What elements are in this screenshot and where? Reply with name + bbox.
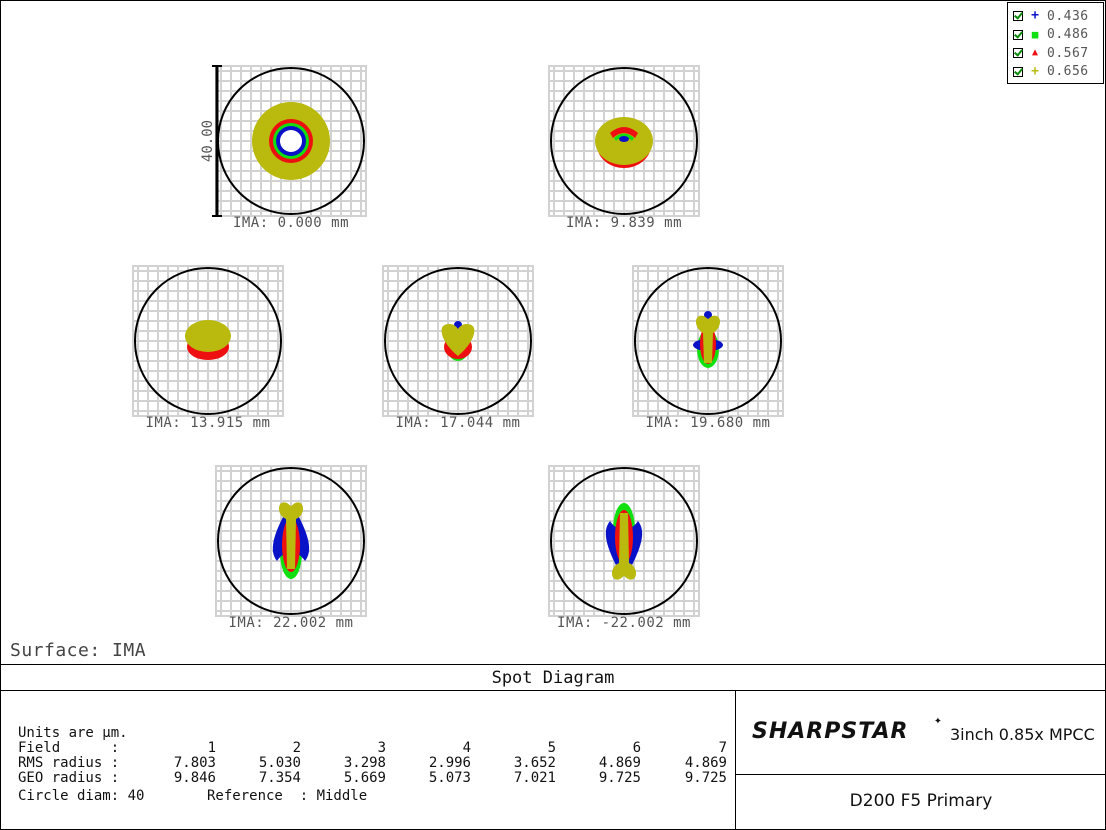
rms-radius-cell: 3.298 bbox=[343, 755, 386, 771]
grid-border bbox=[382, 265, 534, 417]
spot-diagram-plot: IMA: 0.000 mm IMA: 9.839 mm IMA: 13.915 mm… bbox=[132, 65, 784, 631]
legend-entry[interactable]: + 0.436 bbox=[1008, 7, 1103, 26]
brand-star-icon: ✦ bbox=[934, 713, 942, 728]
surface-label: Surface: IMA bbox=[10, 640, 147, 661]
field-label: IMA: 9.839 mm bbox=[566, 215, 682, 231]
geo-radius-cell: 7.021 bbox=[513, 770, 556, 786]
spot-red bbox=[610, 127, 638, 138]
grid-border bbox=[132, 265, 284, 417]
spot-blue bbox=[619, 136, 629, 142]
rms-radius-cell: 5.030 bbox=[258, 755, 301, 771]
field-number-cell: 2 bbox=[292, 740, 301, 756]
rms-radius-cell: 4.869 bbox=[684, 755, 727, 771]
spot-yellow bbox=[185, 320, 231, 352]
legend-checkbox[interactable] bbox=[1013, 29, 1023, 40]
spot-group bbox=[441, 321, 475, 361]
grid-border bbox=[548, 65, 700, 217]
scale-bar-label: 40.00 bbox=[200, 120, 216, 162]
spot-yellow bbox=[695, 315, 721, 363]
brand-logo: SHARPSTAR bbox=[752, 719, 909, 744]
legend-wavelength-label: 0.567 bbox=[1047, 45, 1089, 61]
field-panel: IMA: -22.002 mm bbox=[548, 465, 700, 631]
spot-yellow bbox=[611, 513, 637, 580]
geo-radius-cell: 9.725 bbox=[684, 770, 727, 786]
spot-yellow bbox=[441, 323, 475, 356]
grid-border bbox=[632, 265, 784, 417]
field-label: IMA: 19.680 mm bbox=[645, 415, 770, 431]
field-number-cell: 6 bbox=[632, 740, 641, 756]
field-number-cell: 3 bbox=[377, 740, 386, 756]
legend-entry[interactable]: + 0.656 bbox=[1008, 63, 1103, 82]
field-panel: IMA: 17.044 mm bbox=[382, 265, 534, 431]
rms-radius-cell: 3.652 bbox=[513, 755, 556, 771]
grid-border bbox=[548, 465, 700, 617]
field-label: IMA: 0.000 mm bbox=[233, 215, 349, 231]
field-panel: IMA: 19.680 mm bbox=[632, 265, 784, 431]
reference-line: Reference : Middle bbox=[207, 788, 368, 804]
field-panel: IMA: 22.002 mm bbox=[215, 465, 367, 631]
circle-diam-circle bbox=[384, 267, 532, 415]
field-label: IMA: 17.044 mm bbox=[395, 415, 520, 431]
spot-group bbox=[272, 502, 310, 579]
legend-checkbox[interactable] bbox=[1013, 48, 1023, 59]
circle-diam-circle bbox=[550, 67, 698, 215]
spot-group bbox=[595, 117, 653, 168]
rms-radius-cell: 4.869 bbox=[598, 755, 641, 771]
geo-row-label: GEO radius : bbox=[18, 770, 120, 786]
spot-yellow bbox=[278, 502, 304, 569]
wavelength-legend: + 0.436 ■ 0.486 ▲ 0.567 + 0.656 bbox=[1007, 2, 1104, 84]
spot-group bbox=[605, 503, 643, 580]
brand-subtitle: 3inch 0.85x MPCC bbox=[950, 725, 1095, 744]
rms-radius-cell: 2.996 bbox=[428, 755, 471, 771]
geo-radius-cell: 5.073 bbox=[428, 770, 471, 786]
legend-marker-icon: + bbox=[1031, 63, 1039, 79]
units-line: Units are µm. bbox=[18, 725, 128, 741]
scale-bar: 40.00 bbox=[200, 65, 222, 217]
spot-blue bbox=[704, 311, 712, 319]
spot-group bbox=[185, 320, 231, 360]
design-name: D200 F5 Primary bbox=[849, 791, 993, 811]
circle-diam-circle bbox=[634, 267, 782, 415]
geo-radius-cell: 7.354 bbox=[258, 770, 301, 786]
spot-group bbox=[252, 102, 330, 180]
rms-row-label: RMS radius : bbox=[18, 755, 120, 771]
geo-radius-cell: 5.669 bbox=[343, 770, 386, 786]
field-panel: IMA: 0.000 mm bbox=[215, 65, 367, 231]
field-row-label: Field : bbox=[18, 740, 120, 756]
field-number-cell: 5 bbox=[547, 740, 556, 756]
spot-white bbox=[280, 130, 302, 152]
field-label: IMA: 13.915 mm bbox=[145, 415, 270, 431]
field-label: IMA: 22.002 mm bbox=[228, 615, 353, 631]
design-box: D200 F5 Primary bbox=[736, 775, 1106, 830]
field-number-cell: 4 bbox=[462, 740, 471, 756]
legend-checkbox[interactable] bbox=[1013, 11, 1023, 22]
legend-entry[interactable]: ▲ 0.567 bbox=[1008, 44, 1103, 63]
chart-title: Spot Diagram bbox=[0, 664, 1106, 691]
geo-radius-cell: 9.725 bbox=[598, 770, 641, 786]
field-label: IMA: -22.002 mm bbox=[557, 615, 691, 631]
circle-diam-circle bbox=[134, 267, 282, 415]
legend-wavelength-label: 0.656 bbox=[1047, 64, 1089, 80]
legend-wavelength-label: 0.486 bbox=[1047, 27, 1089, 43]
legend-marker-icon: ▲ bbox=[1031, 47, 1039, 59]
field-number-cell: 7 bbox=[718, 740, 727, 756]
field-panel: IMA: 9.839 mm bbox=[548, 65, 700, 231]
legend-wavelength-label: 0.436 bbox=[1047, 8, 1089, 24]
grid-border bbox=[215, 465, 367, 617]
circle-diam-circle bbox=[550, 467, 698, 615]
circle-diam-line: Circle diam: 40 bbox=[18, 788, 145, 804]
legend-marker-icon: + bbox=[1031, 8, 1039, 24]
info-box: Units are µm. Field : RMS radius : GEO r… bbox=[0, 691, 736, 830]
rms-radius-cell: 7.803 bbox=[173, 755, 216, 771]
spot-group bbox=[693, 311, 723, 368]
field-panel: IMA: 13.915 mm bbox=[132, 265, 284, 431]
field-number-cell: 1 bbox=[207, 740, 216, 756]
legend-entry[interactable]: ■ 0.486 bbox=[1008, 26, 1103, 45]
brand-box: SHARPSTAR ✦ 3inch 0.85x MPCC bbox=[736, 691, 1106, 775]
spot-green bbox=[614, 133, 634, 141]
legend-marker-icon: ■ bbox=[1031, 27, 1039, 41]
legend-checkbox[interactable] bbox=[1013, 66, 1023, 77]
circle-diam-circle bbox=[217, 467, 365, 615]
geo-radius-cell: 9.846 bbox=[173, 770, 216, 786]
